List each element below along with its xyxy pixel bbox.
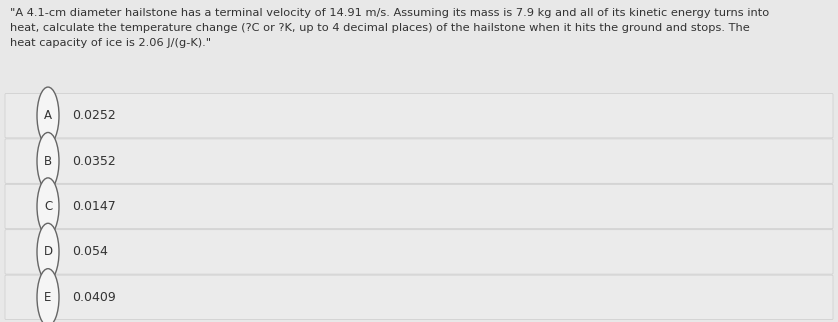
Text: A: A: [44, 109, 52, 122]
Text: 0.0147: 0.0147: [72, 200, 116, 213]
FancyBboxPatch shape: [5, 139, 833, 183]
Text: 0.0409: 0.0409: [72, 291, 116, 304]
Text: C: C: [44, 200, 52, 213]
Text: 0.0252: 0.0252: [72, 109, 116, 122]
Ellipse shape: [37, 223, 59, 280]
Text: E: E: [44, 291, 52, 304]
Text: B: B: [44, 155, 52, 167]
FancyBboxPatch shape: [5, 275, 833, 319]
Ellipse shape: [37, 87, 59, 144]
FancyBboxPatch shape: [5, 93, 833, 138]
Text: D: D: [44, 245, 53, 258]
Text: 0.054: 0.054: [72, 245, 108, 258]
Text: "A 4.1-cm diameter hailstone has a terminal velocity of 14.91 m/s. Assuming its : "A 4.1-cm diameter hailstone has a termi…: [10, 8, 769, 48]
FancyBboxPatch shape: [5, 230, 833, 274]
Text: 0.0352: 0.0352: [72, 155, 116, 167]
Ellipse shape: [37, 269, 59, 322]
Ellipse shape: [37, 178, 59, 235]
Ellipse shape: [37, 132, 59, 190]
FancyBboxPatch shape: [5, 184, 833, 229]
